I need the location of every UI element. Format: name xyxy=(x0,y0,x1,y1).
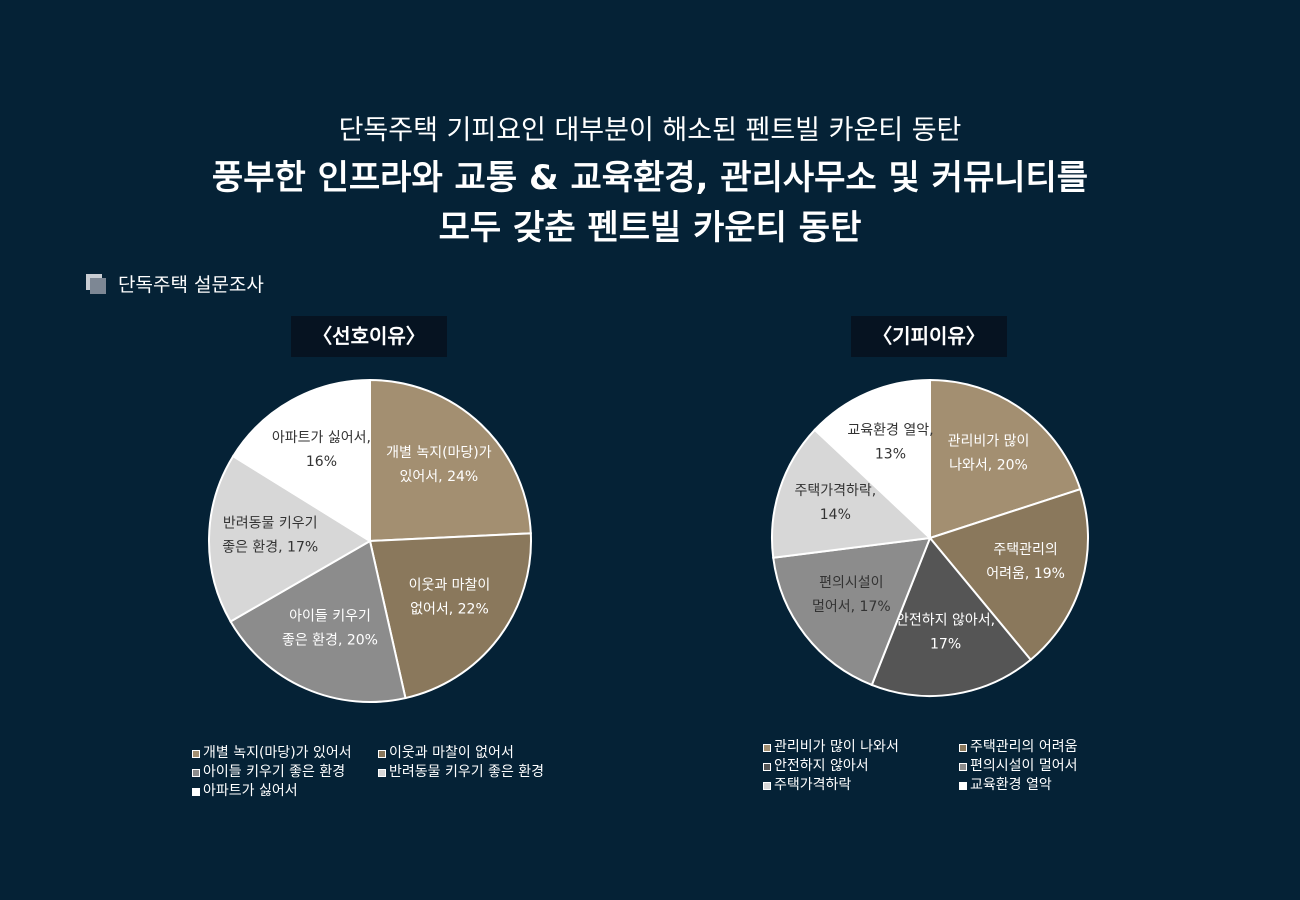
legend-label: 관리비가 많이 나와서 xyxy=(774,739,899,755)
legend-item: 아파트가 싫어서 xyxy=(192,782,298,801)
pie-slice xyxy=(369,378,532,543)
page-title-line-1: 풍부한 인프라와 교통 & 교육환경, 관리사무소 및 커뮤니티를 xyxy=(211,158,1089,198)
slice-data-label: 반려동물 키우기 좋은 환경, 17% xyxy=(222,515,318,555)
slice-data-label: 교육환경 열악, 13% xyxy=(847,423,933,463)
legend-swatch xyxy=(763,762,771,771)
legend-item: 아이들 키우기 좋은 환경 xyxy=(192,763,345,782)
survey-section-label: 단독주택 설문조사 xyxy=(86,270,264,297)
legend-swatch xyxy=(378,749,386,758)
legend-swatch xyxy=(763,781,771,790)
legend-label: 교육환경 열악 xyxy=(970,777,1052,793)
legend-label: 편의시설이 멀어서 xyxy=(970,758,1078,774)
pie-slice xyxy=(929,378,1082,540)
pie-slice xyxy=(928,487,1090,662)
pie-slice xyxy=(208,454,372,623)
chart-title-avoidance: 〈기피이유〉 xyxy=(851,316,1007,357)
legend-swatch xyxy=(959,781,967,790)
legend-label: 이웃과 마찰이 없어서 xyxy=(389,745,514,761)
legend-item: 주택가격하락 xyxy=(763,776,851,795)
pie-slice xyxy=(772,536,932,687)
square-icon xyxy=(86,273,106,294)
legend-label: 주택가격하락 xyxy=(774,777,852,793)
legend-swatch xyxy=(959,743,967,752)
legend-item: 개별 녹지(마당)가 있어서 xyxy=(192,744,352,763)
legend-item: 주택관리의 어려움 xyxy=(959,738,1078,757)
slice-data-label: 편의시설이 멀어서, 17% xyxy=(812,575,891,615)
legend-swatch xyxy=(192,787,200,796)
legend-swatch xyxy=(192,768,200,777)
pie-slice xyxy=(231,378,371,543)
slice-data-label: 아파트가 싫어서, 16% xyxy=(272,430,371,470)
legend-label: 아이들 키우기 좋은 환경 xyxy=(203,764,346,780)
legend-label: 반려동물 키우기 좋은 환경 xyxy=(389,764,545,780)
survey-section-text: 단독주택 설문조사 xyxy=(118,274,264,296)
pie-slice xyxy=(368,532,532,700)
chart-title-preference: 〈선호이유〉 xyxy=(291,316,447,357)
slice-data-label: 개별 녹지(마당)가 있어서, 24% xyxy=(386,445,492,485)
legend-swatch xyxy=(378,768,386,777)
legend-label: 개별 녹지(마당)가 있어서 xyxy=(203,745,352,761)
legend-label: 안전하지 않아서 xyxy=(774,758,869,774)
slice-data-label: 아이들 키우기 좋은 환경, 20% xyxy=(282,608,378,648)
legend-swatch xyxy=(959,762,967,771)
slice-data-label: 이웃과 마찰이 없어서, 22% xyxy=(409,577,491,617)
legend-item: 교육환경 열악 xyxy=(959,776,1052,795)
legend-item: 관리비가 많이 나와서 xyxy=(763,738,899,757)
legend-label: 아파트가 싫어서 xyxy=(203,783,298,799)
legend-item: 반려동물 키우기 좋은 환경 xyxy=(378,763,544,782)
pie-slice xyxy=(229,539,407,703)
legend-item: 편의시설이 멀어서 xyxy=(959,757,1078,776)
slice-data-label: 주택가격하락, 14% xyxy=(794,483,876,523)
legend-swatch xyxy=(192,749,200,758)
page-subtitle: 단독주택 기피요인 대부분이 해소된 펜트빌 카운티 동탄 xyxy=(338,115,962,146)
pie-slice xyxy=(771,428,933,559)
legend-item: 안전하지 않아서 xyxy=(763,757,869,776)
legend-label: 주택관리의 어려움 xyxy=(970,739,1078,755)
slice-data-label: 관리비가 많이 나와서, 20% xyxy=(948,433,1030,473)
legend-item: 이웃과 마찰이 없어서 xyxy=(378,744,514,763)
slice-data-label: 안전하지 않아서, 17% xyxy=(896,612,995,652)
pie-slice xyxy=(870,536,1033,697)
slice-data-label: 주택관리의 어려움, 19% xyxy=(986,542,1065,582)
legend-swatch xyxy=(763,743,771,752)
page-title-line-2: 모두 갖춘 펜트빌 카운티 동탄 xyxy=(438,208,862,248)
pie-slice xyxy=(813,378,931,541)
